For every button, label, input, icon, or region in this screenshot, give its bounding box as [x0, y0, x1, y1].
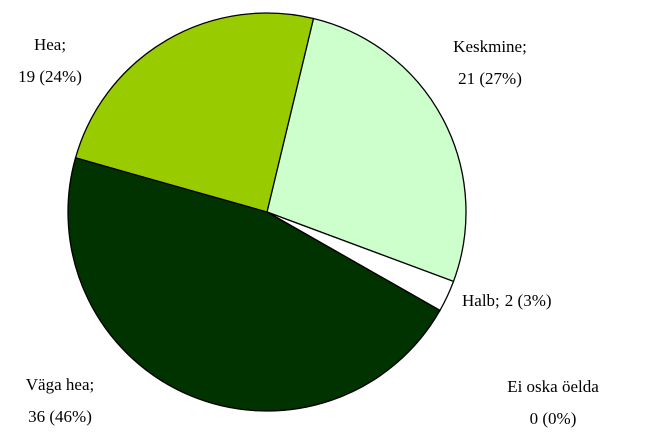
pie-slice	[266, 17, 467, 283]
pie-slice	[74, 12, 315, 213]
category-label: Halb;	[462, 291, 500, 310]
pie-slice	[67, 156, 441, 412]
value-label: 2 (3%)	[505, 291, 552, 310]
slice-label: Halb; 2 (3%)	[462, 291, 552, 310]
category-label: Väga hea;	[26, 375, 94, 394]
value-label: 21 (27%)	[458, 69, 522, 88]
category-label: Ei oska öelda	[507, 377, 599, 396]
category-label: Hea;	[34, 35, 66, 54]
value-label: 19 (24%)	[18, 67, 82, 86]
value-label: 0 (0%)	[530, 409, 577, 428]
value-label: 36 (46%)	[28, 407, 92, 426]
category-label: Keskmine;	[453, 37, 527, 56]
